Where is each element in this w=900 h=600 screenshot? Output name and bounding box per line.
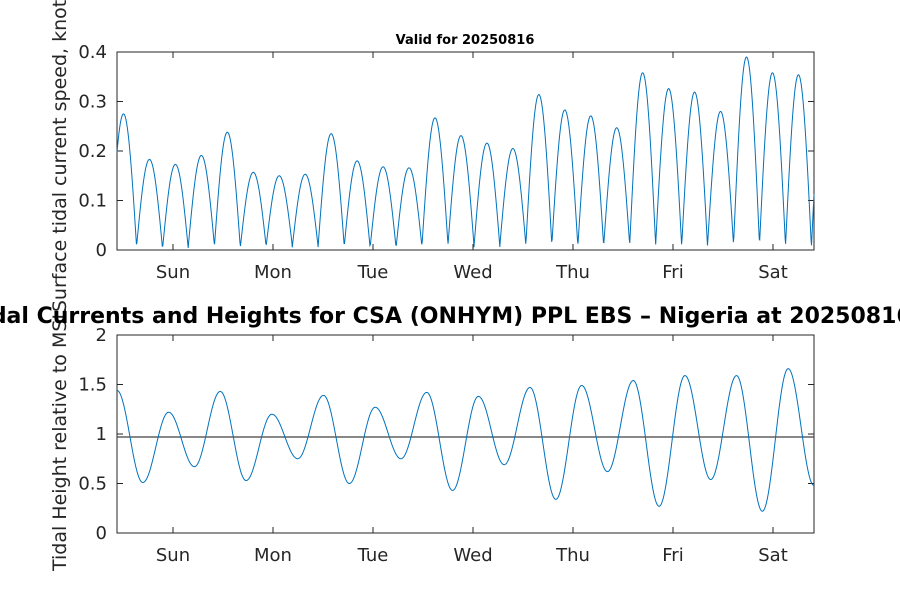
x-tick-label: Fri — [662, 545, 683, 566]
speed-series-line — [116, 56, 815, 249]
x-tick-label: Tue — [357, 545, 389, 566]
x-tick-label: Sat — [758, 545, 788, 566]
speed-subplot-title: Valid for 20250816 — [396, 33, 535, 48]
y-tick-label: 0 — [96, 240, 107, 261]
x-tick-label: Tue — [357, 262, 389, 283]
speed-y-axis-label: Surface tidal current speed, knots — [49, 0, 71, 312]
height-panel: 0 0.5 1 1.5 2 Sun Mon Tue Wed Thu Fri Sat Tidal He… — [49, 309, 815, 572]
x-tick-label: Sun — [156, 545, 190, 566]
x-tick-label: Fri — [662, 262, 683, 283]
x-tick-label: Wed — [453, 545, 492, 566]
height-axes-box — [116, 334, 815, 534]
speed-panel: 0 0.1 0.2 0.3 0.4 Sun Mon Tue Wed Thu Fri Sat Vali… — [49, 0, 815, 312]
y-tick-label: 0.4 — [78, 42, 107, 63]
x-tick-label: Sun — [156, 262, 190, 283]
y-tick-label: 0.5 — [78, 474, 107, 495]
x-tick-label: Mon — [254, 545, 292, 566]
y-tick-label: 1.5 — [78, 375, 107, 396]
x-tick-label: Mon — [254, 262, 292, 283]
y-tick-label: 0.2 — [78, 141, 107, 162]
y-tick-label: 2 — [96, 325, 107, 346]
figure-title: Tidal Currents and Heights for CSA (ONHY… — [0, 304, 900, 329]
y-tick-label: 0 — [96, 523, 107, 544]
height-series-line — [116, 368, 815, 512]
y-tick-label: 1 — [96, 424, 107, 445]
height-y-axis-label: Tidal Height relative to MSL — [49, 309, 71, 572]
x-tick-label: Wed — [453, 262, 492, 283]
x-tick-label: Sat — [758, 262, 788, 283]
x-tick-label: Thu — [555, 545, 590, 566]
x-tick-label: Thu — [555, 262, 590, 283]
y-tick-label: 0.1 — [78, 191, 107, 212]
y-tick-label: 0.3 — [78, 92, 107, 113]
